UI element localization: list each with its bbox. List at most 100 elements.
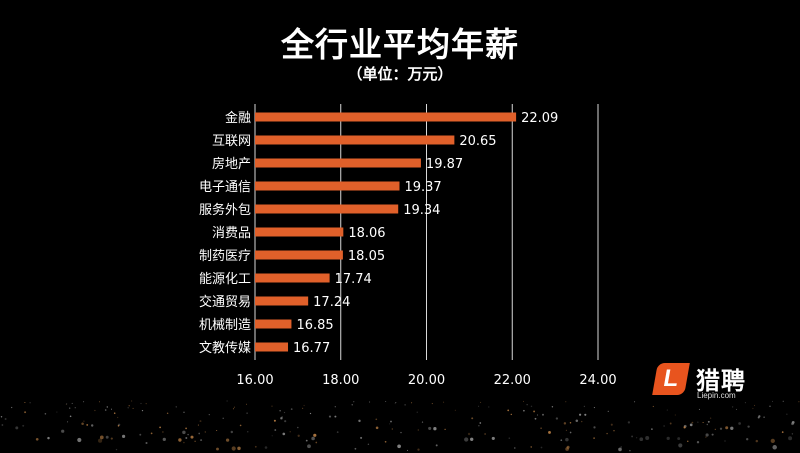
decorative-dot: [526, 404, 528, 406]
decorative-dot: [197, 424, 199, 426]
decorative-dot: [117, 416, 119, 419]
decorative-dot: [581, 420, 583, 423]
category-label: 电子通信: [199, 180, 251, 195]
decorative-dot: [86, 423, 89, 426]
decorative-dot: [421, 421, 424, 423]
decorative-dot: [200, 439, 203, 442]
decorative-dot: [540, 427, 542, 429]
decorative-dot: [508, 437, 511, 439]
bar: [255, 273, 330, 283]
decorative-dot: [216, 447, 219, 451]
category-label: 机械制造: [199, 318, 251, 333]
decorative-dot: [334, 415, 337, 418]
decorative-dot: [772, 445, 777, 450]
category-label: 文教传媒: [199, 340, 251, 356]
decorative-dot: [669, 422, 672, 425]
decorative-dot: [139, 433, 142, 436]
decorative-dot: [565, 437, 569, 442]
decorative-dot: [714, 428, 716, 431]
decorative-dot: [375, 426, 379, 430]
decorative-dot: [67, 421, 69, 423]
decorative-dot: [367, 443, 370, 445]
decorative-dot: [309, 412, 312, 415]
data-label: 19.34: [403, 203, 440, 218]
decorative-dot: [74, 407, 76, 409]
data-label: 18.06: [348, 226, 385, 241]
decorative-dot: [128, 405, 130, 407]
decorative-dot: [606, 432, 608, 435]
category-label: 能源化工: [199, 272, 251, 287]
decorative-dot: [687, 440, 689, 442]
decorative-dot: [264, 446, 268, 449]
decorative-dot: [24, 411, 27, 414]
decorative-dot: [306, 439, 308, 442]
decorative-dot: [674, 414, 676, 416]
decorative-dot: [593, 407, 595, 409]
decorative-dot: [771, 400, 774, 402]
decorative-dot: [369, 401, 371, 403]
decorative-dot: [271, 405, 273, 407]
decorative-dot: [479, 422, 482, 424]
decorative-dot: [404, 404, 406, 406]
decorative-dot: [65, 403, 67, 405]
decorative-dot: [634, 401, 636, 403]
chart-subtitle: （单位：万元）: [347, 65, 453, 83]
decorative-dot: [724, 440, 726, 442]
decorative-dot: [239, 424, 242, 427]
decorative-dot: [353, 401, 355, 403]
decorative-dot: [417, 429, 419, 431]
decorative-dot: [705, 436, 707, 438]
logo-url: Liepin.com: [697, 391, 736, 400]
decorative-dot: [178, 438, 182, 442]
decorative-dot: [185, 437, 188, 439]
decorative-dot: [183, 411, 185, 414]
decorative-dot: [397, 444, 401, 449]
data-label: 17.24: [313, 295, 350, 310]
decorative-dot: [315, 441, 318, 444]
decorative-dot: [696, 441, 700, 444]
decorative-dot: [747, 425, 750, 428]
decorative-dot: [233, 406, 235, 408]
decorative-dot: [99, 435, 104, 440]
decorative-dot: [575, 419, 579, 423]
decorative-dot: [159, 426, 161, 429]
decorative-dot: [645, 436, 650, 440]
x-tick-label: 18.00: [322, 373, 359, 388]
decorative-dot: [185, 427, 188, 430]
chart-title: 全行业平均年薪: [281, 25, 519, 64]
decorative-dot: [583, 405, 586, 408]
bar: [255, 112, 517, 122]
decorative-dot: [183, 441, 185, 444]
decorative-dot: [94, 409, 96, 412]
decorative-dot: [230, 430, 234, 434]
decorative-dot: [190, 435, 194, 439]
decorative-dot: [566, 445, 570, 449]
decorative-dot: [83, 420, 85, 422]
decorative-dot: [131, 400, 133, 402]
decorative-dot: [530, 405, 533, 408]
bar: [255, 181, 400, 191]
category-label: 房地产: [212, 156, 251, 172]
decorative-dot: [491, 436, 495, 440]
decorative-dot: [47, 436, 50, 440]
data-label: 17.74: [335, 272, 372, 287]
decorative-dot: [273, 419, 276, 422]
decorative-dot: [334, 406, 336, 408]
decorative-dot: [0, 416, 3, 418]
decorative-dot: [104, 409, 107, 411]
decorative-dot: [555, 417, 559, 420]
decorative-dot: [280, 417, 283, 420]
decorative-dot: [565, 429, 567, 431]
bar: [255, 250, 343, 260]
decorative-dot: [584, 413, 587, 416]
decorative-dot: [788, 436, 793, 441]
decorative-dot: [328, 415, 332, 418]
decorative-dot: [274, 429, 277, 431]
decorative-dot: [769, 405, 771, 407]
decorative-dot: [666, 409, 668, 411]
decorative-dot: [651, 428, 653, 430]
decorative-dot: [416, 411, 418, 413]
decorative-dot: [663, 425, 665, 427]
decorative-dot: [199, 420, 202, 423]
